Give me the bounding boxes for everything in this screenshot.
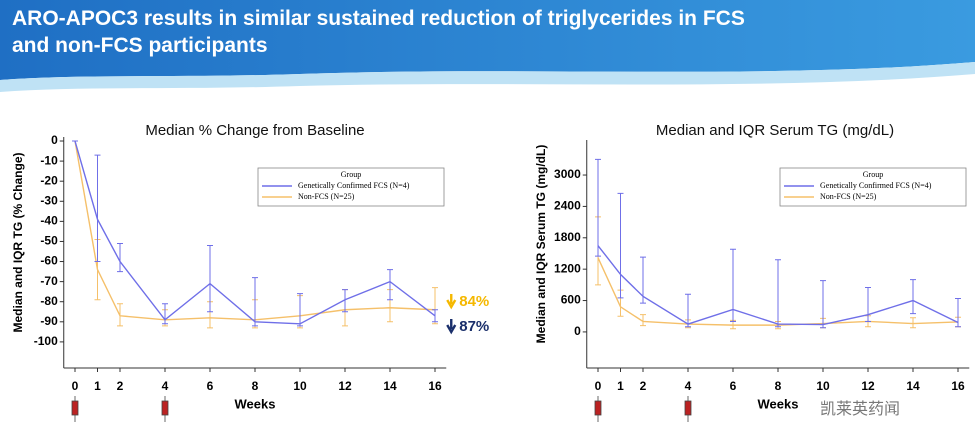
y-tick-label: 600 [561,293,581,307]
error-bar [820,280,826,329]
x-axis-label: Weeks [758,396,799,411]
y-tick-label: -20 [40,173,58,187]
x-tick-label: 12 [861,379,875,393]
y-tick-label: -100 [34,334,58,348]
legend-label: Non-FCS (N=25) [820,192,877,201]
y-tick-label: 1200 [554,261,581,275]
x-tick-label: 16 [428,379,442,393]
annotation: 84% [459,293,489,310]
error-bar [595,158,601,257]
series-line [597,257,959,326]
y-tick-label: -50 [40,234,58,248]
x-tick-label: 14 [906,379,920,393]
x-tick-label: 4 [162,379,169,393]
x-tick-label: 0 [72,379,79,393]
chart-title: Median % Change from Baseline [145,122,364,139]
error-bar [387,269,393,301]
y-axis-label: Median and IQR TG (% Change) [11,152,25,332]
y-tick-label: -30 [40,193,58,207]
y-tick-label: -40 [40,214,58,228]
error-bar [910,317,916,329]
x-tick-label: 1 [617,379,624,393]
x-tick-label: 4 [685,379,692,393]
x-tick-label: 8 [252,379,259,393]
y-tick-label: -80 [40,294,58,308]
x-tick-label: 6 [207,379,214,393]
legend-title: Group [863,170,883,179]
legend-box [257,167,445,207]
x-tick-label: 2 [117,379,124,393]
error-bar [207,244,213,313]
error-bar [432,309,438,323]
x-tick-label: 10 [816,379,830,393]
series-line [597,245,959,326]
error-bar [685,293,691,328]
error-bar [297,293,303,327]
header-band [0,0,975,80]
chart-title: Median and IQR Serum TG (mg/dL) [656,122,894,139]
annotation-arrow [446,319,457,335]
y-tick-label: 3000 [554,167,581,181]
slide-title: ARO-APOC3 results in similar sustained r… [12,7,745,57]
x-tick-label: 8 [775,379,782,393]
error-bar [94,154,101,263]
series-line [74,140,436,321]
syringe [71,396,692,422]
y-tick-label: -70 [40,274,58,288]
y-tick-label: 0 [51,133,58,147]
y-tick-label: 2400 [554,199,581,213]
x-tick-label: 2 [640,379,647,393]
error-bar [640,314,646,327]
error-bar [252,277,258,327]
y-tick-label: 1800 [554,230,581,244]
x-tick-label: 10 [293,379,307,393]
series-line [74,140,436,325]
x-tick-label: 1 [94,379,101,393]
x-axis-label: Weeks [235,396,276,411]
annotation: 87% [459,318,489,335]
watermark: 凯莱英药闻 [820,400,900,418]
legend-title: Group [341,170,361,179]
x-tick-label: 12 [338,379,352,393]
x-tick-label: 6 [730,379,737,393]
header-wave [0,62,975,92]
legend-label: Genetically Confirmed FCS (N=4) [298,181,410,190]
error-bar [865,286,871,322]
x-tick-label: 0 [595,379,602,393]
y-tick-label: 0 [574,324,581,338]
legend-label: Genetically Confirmed FCS (N=4) [820,181,932,190]
error-bar [342,289,348,313]
y-tick-label: -90 [40,314,58,328]
error-bar [910,279,916,315]
legend-box [779,167,967,207]
error-bar [617,192,624,299]
legend-label: Non-FCS (N=25) [298,192,355,201]
y-axis-label: Median and IQR Serum TG (mg/dL) [534,145,548,344]
error-bar [117,242,123,273]
annotation-arrow [446,294,457,310]
y-tick-label: -10 [40,153,58,167]
x-tick-label: 16 [951,379,965,393]
error-bar [775,259,781,328]
x-tick-label: 14 [383,379,397,393]
y-tick-label: -60 [40,254,58,268]
